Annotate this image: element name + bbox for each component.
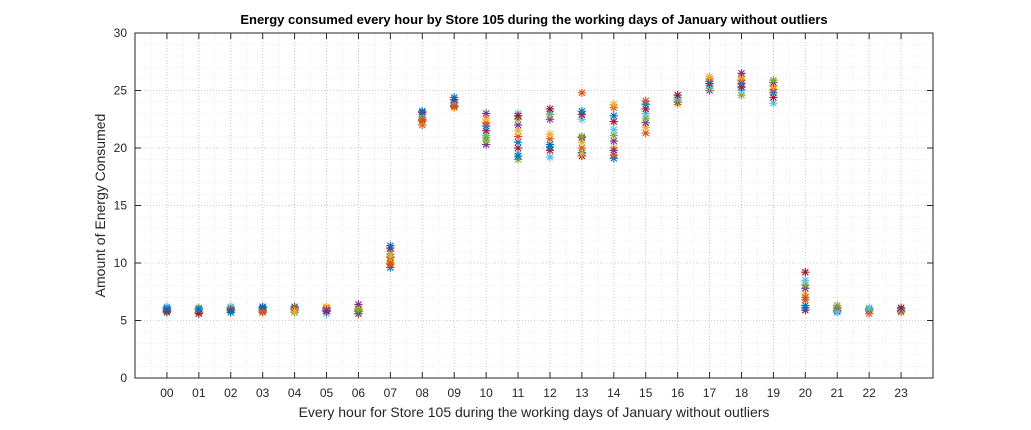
data-point [705,72,714,81]
x-tick-label: 20 [799,386,813,400]
x-tick-label: 02 [224,386,238,400]
data-point [801,303,810,313]
data-point [833,308,842,317]
data-point [513,132,523,141]
grid [135,32,933,379]
y-tick-label: 5 [120,314,127,328]
data-point [577,149,587,158]
chart-title: Energy consumed every hour by Store 105 … [240,12,827,27]
data-point [545,142,555,152]
x-tick-label: 08 [416,386,430,400]
data-point [801,293,810,302]
data-point [609,125,618,134]
data-point [769,98,778,108]
x-axis-label: Every hour for Store 105 during the work… [299,404,770,420]
data-point [386,251,395,261]
data-point [481,109,491,118]
data-point [609,146,618,155]
x-tick-label: 21 [831,386,845,400]
data-point [322,305,331,315]
x-tick-label: 03 [256,386,270,400]
data-point [513,151,523,161]
y-tick-label: 15 [114,199,128,213]
x-tick-label: 07 [384,386,398,400]
x-tick-label: 15 [639,386,653,400]
x-tick-label: 13 [575,386,589,400]
data-point [864,303,874,313]
x-tick-label: 09 [448,386,462,400]
x-tick-label: 22 [862,386,876,400]
data-point [481,133,491,142]
x-tick-label: 12 [543,386,557,400]
data-point [386,241,395,250]
data-point [609,117,618,126]
y-tick-label: 25 [114,84,128,98]
y-tick-label: 20 [114,141,128,155]
data-point [577,88,587,97]
data-point [769,75,778,85]
data-point [801,268,810,277]
y-tick-label: 30 [114,26,128,40]
x-tick-label: 04 [288,386,302,400]
data-point [450,93,459,102]
data-point [290,307,299,316]
data-point [673,90,682,100]
x-tick-label: 00 [160,386,174,400]
data-point [418,116,427,125]
data-point [194,304,204,314]
x-tick-label: 01 [192,386,206,400]
x-tick-label: 19 [767,386,781,400]
data-point [226,308,235,317]
data-point [418,107,427,116]
x-tick-label: 14 [607,386,621,400]
x-tick-label: 18 [735,386,749,400]
x-tick-label: 10 [479,386,493,400]
x-tick-label: 06 [352,386,366,400]
y-tick-label: 10 [114,256,128,270]
data-point [513,111,523,120]
x-tick-label: 16 [671,386,685,400]
data-point [737,69,746,78]
data-point [162,304,172,314]
data-markers [162,69,906,318]
data-point [609,100,618,109]
data-point [354,305,363,315]
data-point [450,102,459,111]
x-tick-label: 23 [894,386,908,400]
data-point [577,107,587,116]
data-point [258,308,267,317]
data-point [545,130,555,139]
x-tick-label: 17 [703,386,717,400]
data-point [641,96,650,106]
data-point [609,131,618,140]
data-point [577,143,587,153]
data-point [545,104,555,114]
data-point [609,111,618,120]
x-tick-label: 05 [320,386,334,400]
x-tick-label: 11 [512,386,525,400]
data-point [801,276,810,285]
data-point [354,300,363,309]
data-point [896,303,906,313]
data-point [577,132,587,141]
y-tick-label: 0 [120,371,127,385]
y-axis-label: Amount of Energy Consumed [92,114,108,298]
